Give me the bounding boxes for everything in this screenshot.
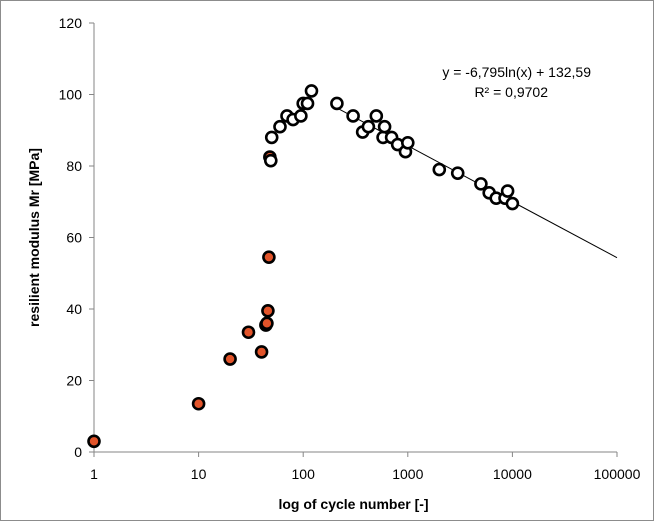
filled-data-point (260, 316, 274, 331)
open-data-point (474, 177, 488, 191)
data-points (87, 84, 520, 449)
open-data-point (450, 166, 465, 180)
open-data-point (304, 84, 319, 98)
r-squared-label: R² = 0,9702 (474, 84, 548, 100)
filled-data-point (191, 396, 206, 411)
x-tick-label: 1 (90, 466, 98, 482)
open-data-point (263, 153, 278, 168)
open-data-point (505, 196, 520, 211)
y-tick-label: 0 (74, 444, 82, 460)
filled-data-point (223, 352, 237, 366)
open-data-point (377, 119, 392, 134)
x-tick-label: 10 (191, 466, 207, 482)
filled-data-point (241, 325, 256, 340)
x-tick-label: 10000 (493, 466, 532, 482)
x-tick-label: 1000 (392, 466, 423, 482)
open-data-point (294, 109, 308, 123)
open-data-point (500, 184, 515, 198)
open-data-point (346, 109, 360, 123)
y-tick-label: 100 (59, 87, 83, 103)
y-tick-label: 120 (59, 15, 83, 31)
y-tick-label: 40 (66, 301, 82, 317)
trendline-equation: y = -6,795ln(x) + 132,59 (442, 64, 591, 80)
y-axis-title: resilient modulus Mr [MPa] (26, 148, 42, 327)
open-data-point (432, 162, 447, 177)
y-tick-label: 60 (66, 230, 82, 246)
tick-marks (89, 22, 618, 457)
open-data-point (300, 96, 315, 111)
x-tick-label: 100000 (594, 466, 641, 482)
open-data-point (264, 130, 279, 145)
filled-data-point (254, 345, 269, 359)
open-data-point (400, 135, 415, 150)
open-data-point (330, 96, 344, 111)
x-axis-title: log of cycle number [-] (278, 496, 428, 512)
open-data-point (361, 119, 376, 134)
open-data-point (273, 119, 287, 134)
y-tick-label: 80 (66, 158, 82, 174)
filled-data-point (261, 303, 275, 318)
filled-data-point (87, 434, 101, 449)
filled-data-point (262, 250, 276, 264)
x-tick-label: 100 (292, 466, 316, 482)
y-tick-label: 20 (66, 373, 82, 389)
open-data-point (369, 109, 384, 123)
